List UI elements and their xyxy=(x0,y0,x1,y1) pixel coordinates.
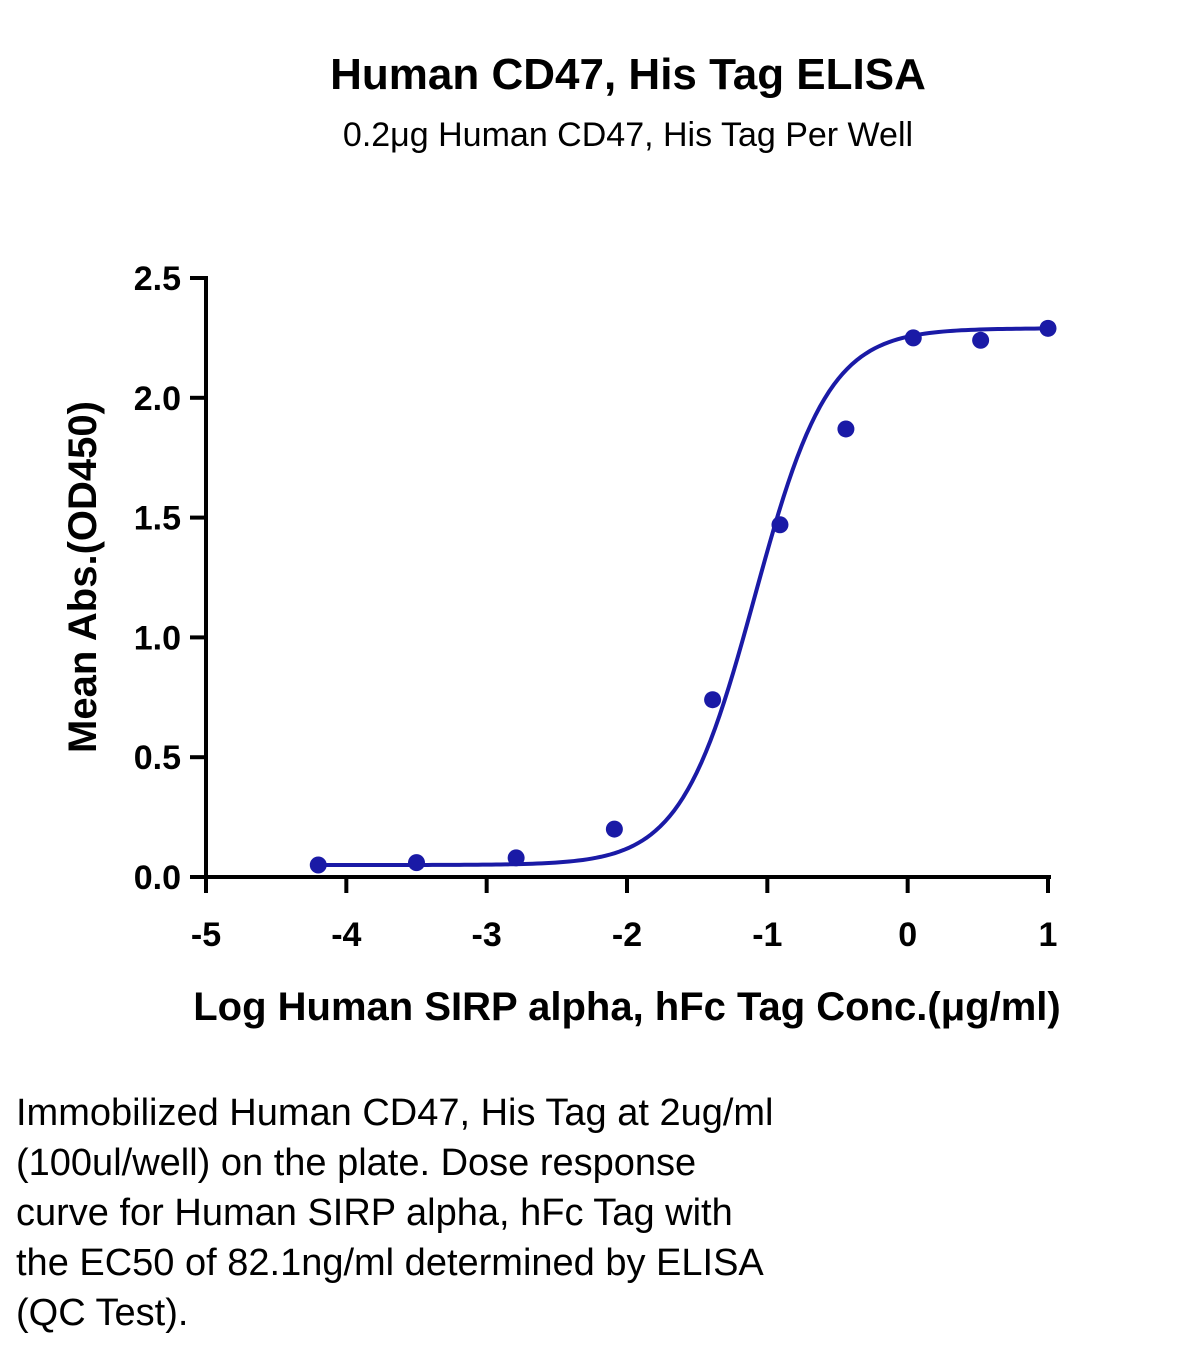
data-point xyxy=(1039,319,1057,337)
caption-line: (100ul/well) on the plate. Dose response xyxy=(16,1142,697,1184)
axes xyxy=(204,276,1051,879)
x-tick-label: -4 xyxy=(331,916,361,954)
y-ticks: 0.0 0.5 1.0 1.5 2.0 2.5 xyxy=(134,260,206,897)
caption-line: curve for Human SIRP alpha, hFc Tag with xyxy=(16,1192,733,1234)
data-point xyxy=(605,820,623,838)
y-tick-label: 0.0 xyxy=(134,859,181,897)
fit-curve xyxy=(318,326,1049,868)
chart-title: Human CD47, His Tag ELISA xyxy=(330,50,926,99)
data-point xyxy=(904,329,922,347)
caption-line: (QC Test). xyxy=(16,1292,189,1334)
data-point xyxy=(704,691,722,709)
x-tick-label: -3 xyxy=(472,916,502,954)
y-tick-label: 1.5 xyxy=(134,500,181,538)
caption: Immobilized Human CD47, His Tag at 2ug/m… xyxy=(16,1088,976,1338)
caption-line: Immobilized Human CD47, His Tag at 2ug/m… xyxy=(16,1092,774,1134)
data-point xyxy=(408,854,425,872)
x-tick-label: -1 xyxy=(752,916,782,954)
x-tick-label: -2 xyxy=(612,916,642,954)
y-tick-label: 2.0 xyxy=(134,380,181,418)
x-tick-label: 1 xyxy=(1039,916,1058,954)
data-point xyxy=(972,331,990,349)
data-point xyxy=(507,849,525,867)
caption-line: the EC50 of 82.1ng/ml determined by ELIS… xyxy=(16,1242,764,1284)
data-point xyxy=(309,856,327,874)
data-point xyxy=(837,420,855,438)
x-tick-label: -5 xyxy=(191,916,221,954)
x-ticks: -5 -4 -3 -2 -1 0 1 xyxy=(191,877,1058,954)
data-point xyxy=(771,516,789,534)
y-tick-label: 1.0 xyxy=(134,619,181,657)
data-points xyxy=(309,319,1057,874)
x-axis-label: Log Human SIRP alpha, hFc Tag Conc.(μg/m… xyxy=(193,985,1060,1029)
chart-subtitle: 0.2μg Human CD47, His Tag Per Well xyxy=(342,116,914,154)
elisa-chart: 0.0 0.5 1.0 1.5 2.0 2.5 -5 -4 -3 -2 -1 0 1 Mean Abs… xyxy=(61,260,1061,1029)
y-axis-label: Mean Abs.(OD450) xyxy=(61,401,105,753)
x-tick-label: 0 xyxy=(898,916,917,954)
y-tick-label: 2.5 xyxy=(134,260,181,298)
y-tick-label: 0.5 xyxy=(134,739,181,777)
